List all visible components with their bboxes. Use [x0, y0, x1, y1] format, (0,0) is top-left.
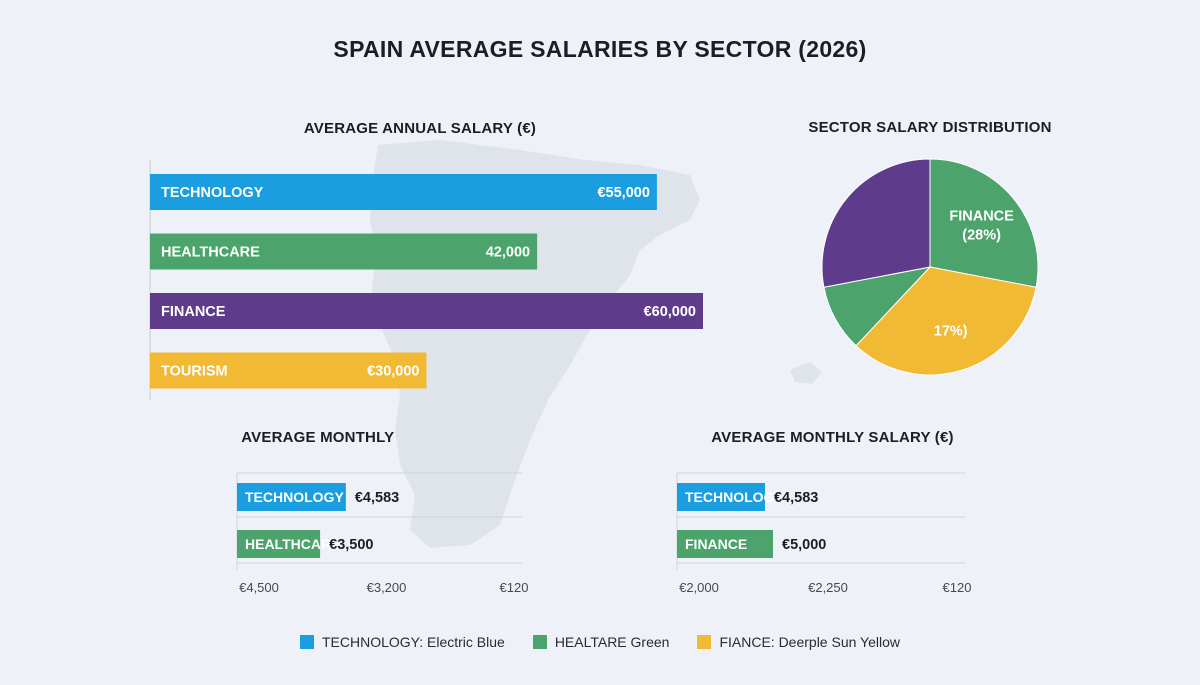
- legend: TECHNOLOGY: Electric Blue HEALTARE Green…: [0, 634, 1200, 650]
- legend-label: FIANCE: Deerple Sun Yellow: [719, 634, 900, 650]
- pie-chart: FINANCE (28%) 17%): [821, 158, 1039, 376]
- annual-bar-chart: TECHNOLOGY €55,000 HEALTHCARE 42,000 FINANCE…: [149, 160, 703, 400]
- pie-slice: [855, 266, 1037, 376]
- annual-bar: [150, 352, 427, 389]
- pie-slice: [821, 158, 931, 288]
- monthly-tick-label: €120: [500, 580, 529, 595]
- legend-item: FIANCE: Deerple Sun Yellow: [697, 634, 900, 650]
- monthly-tick-label: €120: [943, 580, 972, 595]
- annual-bar: [150, 293, 703, 329]
- annual-bar: [150, 174, 657, 210]
- pie-chart-title: SECTOR SALARY DISTRIBUTION: [808, 119, 1052, 136]
- monthly-bar: [677, 483, 765, 511]
- monthly-bar-category-label: HEALTHCARE: [245, 536, 340, 552]
- monthly-bar-category-label: TECHNOLOGY: [685, 489, 784, 505]
- annual-bar-value-label: €30,000: [367, 364, 419, 380]
- pie-slice-label: FINANCE (28%): [949, 208, 1014, 243]
- monthly-bar-value-label: €3,500: [329, 537, 373, 553]
- monthly-tick-label: €2,000: [679, 580, 719, 595]
- monthly-bar: [237, 530, 321, 558]
- island-icon: [790, 362, 822, 384]
- monthly-bar-value-label: €5,000: [782, 537, 826, 553]
- legend-swatch: [697, 635, 712, 649]
- legend-swatch: [299, 635, 314, 649]
- monthly-bar-value-label: €4,583: [774, 490, 818, 506]
- legend-label: HEALTARE Green: [554, 634, 670, 650]
- monthly-bar: [237, 483, 346, 511]
- annual-bar: [150, 233, 538, 270]
- monthly-chart-right-title: AVERAGE MONTHLY SALARY (€): [711, 429, 954, 446]
- annual-chart-title: AVERAGE ANNUAL SALARY (€): [303, 120, 537, 137]
- annual-bar-value-label: €60,000: [644, 304, 696, 320]
- page-title: SPAIN AVERAGE SALARIES BY SECTOR (2026): [333, 36, 867, 62]
- monthly-bar-category-label: TECHNOLOGY: [245, 489, 344, 505]
- annual-bar-category-label: HEALTHCARE: [161, 245, 260, 261]
- monthly-bar-value-label: €4,583: [355, 490, 399, 506]
- monthly-tick-label: €4,500: [239, 580, 279, 595]
- monthly-bar-chart-left: TECHNOLOGY €4,583 HEALTHCARE€3,500 €4,500 €3…: [236, 472, 529, 595]
- legend-label: TECHNOLOGY: Electric Blue: [321, 634, 505, 650]
- monthly-bar-category-label: FINANCE: [685, 536, 747, 552]
- monthly-tick-label: €2,250: [808, 580, 848, 595]
- pie-slice-label: 17%): [934, 324, 968, 340]
- annual-bar-category-label: FINANCE: [161, 304, 226, 320]
- annual-bar-value-label: €55,000: [597, 185, 649, 201]
- legend-item: TECHNOLOGY: Electric Blue: [299, 634, 505, 650]
- monthly-tick-label: €3,200: [367, 580, 407, 595]
- legend-swatch: [532, 635, 547, 649]
- legend-item: HEALTARE Green: [532, 634, 670, 650]
- annual-bar-value-label: 42,000: [486, 245, 530, 261]
- pie-slice: [929, 158, 1039, 288]
- monthly-bar: [677, 530, 773, 558]
- annual-bar-category-label: TOURISM: [161, 364, 228, 380]
- annual-bar-category-label: TECHNOLOGY: [161, 185, 264, 201]
- monthly-bar-chart-right: TECHNOLOGY€4,583 FINANCE €5,000 €2,000 €2,25…: [676, 472, 972, 595]
